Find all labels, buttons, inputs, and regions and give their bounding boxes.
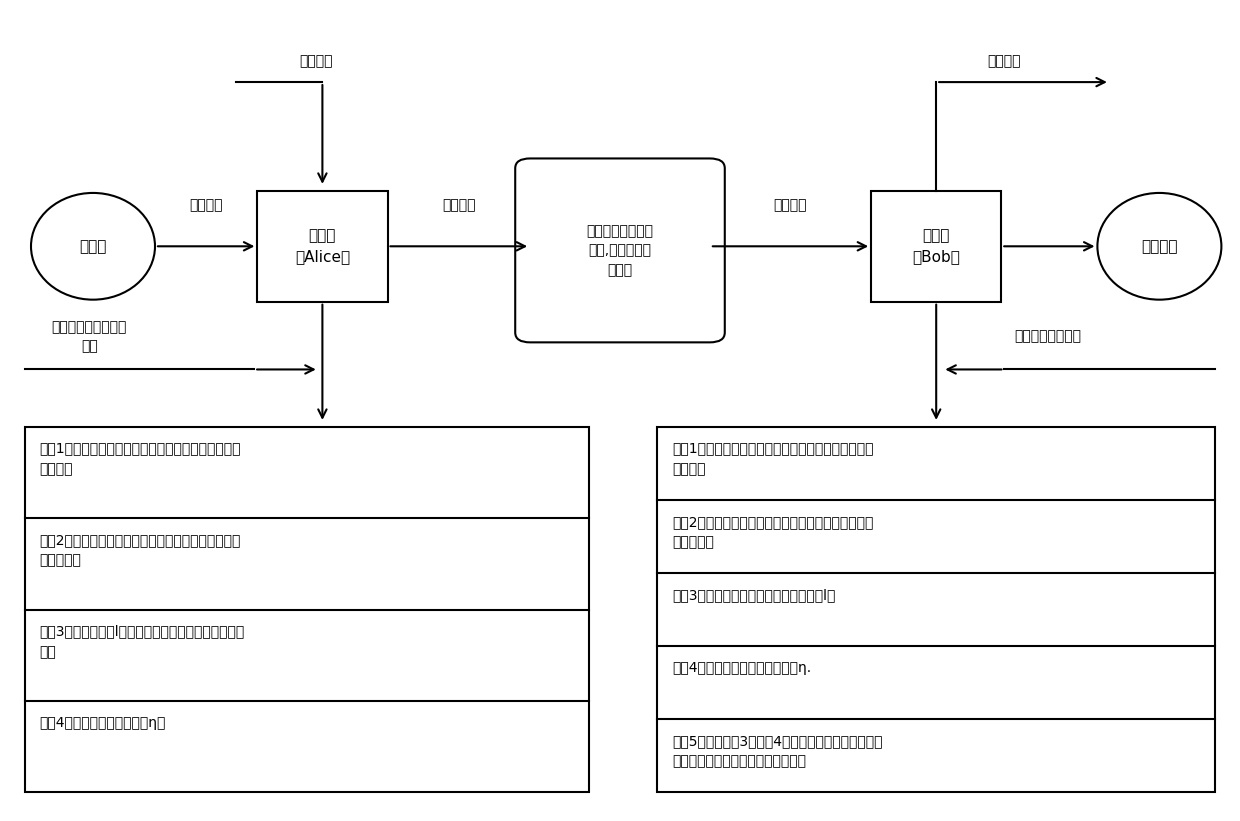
Text: 合法信道标识符创建
过程: 合法信道标识符创建 过程 (52, 320, 126, 353)
Text: 发送者
（Alice）: 发送者 （Alice） (295, 228, 350, 264)
Text: 步骤3：判断子秘密个数是否大于门限値l。: 步骤3：判断子秘密个数是否大于门限値l。 (672, 588, 836, 602)
Text: 目的地址: 目的地址 (1141, 239, 1178, 254)
Text: 步骤2：提取时隙质心作为局部特征，提取信道熵値作
为全局特征: 步骤2：提取时隙质心作为局部特征，提取信道熵値作 为全局特征 (40, 533, 241, 567)
Bar (258, 190, 387, 302)
Ellipse shape (1097, 193, 1221, 300)
Text: 系统安全策略（防
火墙,入侵检测系
统等）: 系统安全策略（防 火墙,入侵检测系 统等） (587, 224, 653, 277)
Text: 步骤5：如果步骤3和步骤4都成立，则为合法信道；否
则判断此信道为时间式网络隐蔽信道: 步骤5：如果步骤3和步骤4都成立，则为合法信道；否 则判断此信道为时间式网络隐蔽… (672, 734, 883, 768)
Bar (657, 427, 1215, 792)
Text: 隐蔽信道: 隐蔽信道 (441, 198, 476, 213)
Text: 合法信道: 合法信道 (190, 198, 223, 213)
Text: 隐蔽信道检测过程: 隐蔽信道检测过程 (1014, 329, 1081, 344)
Text: 隐蔽信息: 隐蔽信息 (987, 54, 1022, 69)
Text: 源地址: 源地址 (79, 239, 107, 254)
Text: 步骤1：捕获合法网络流并利用相空间重构对其进行时
隙划分。: 步骤1：捕获合法网络流并利用相空间重构对其进行时 隙划分。 (672, 442, 873, 476)
Text: 隐蔽信息: 隐蔽信息 (299, 54, 334, 69)
Text: 步骤3：设置门限値l，利用秘密共享原理进行标识符重
构。: 步骤3：设置门限値l，利用秘密共享原理进行标识符重 构。 (40, 624, 246, 659)
Text: 接收者
（Bob）: 接收者 （Bob） (913, 228, 960, 264)
Ellipse shape (31, 193, 155, 300)
Text: 步骤2：提取时隙质心作为局部特征，提取信道熵値作
为全局特征: 步骤2：提取时隙质心作为局部特征，提取信道熵値作 为全局特征 (672, 515, 873, 549)
Bar (25, 427, 589, 792)
FancyBboxPatch shape (516, 158, 724, 342)
Text: 步骤4：得到标识符置信区间η。: 步骤4：得到标识符置信区间η。 (40, 716, 166, 730)
Text: 步骤4：判断标识符是否属于区间η.: 步骤4：判断标识符是否属于区间η. (672, 661, 811, 675)
Text: 步骤1：捕获合法网络流并利用相空间重构对其进行时
隙划分。: 步骤1：捕获合法网络流并利用相空间重构对其进行时 隙划分。 (40, 442, 241, 476)
Text: 隐蔽信道: 隐蔽信道 (774, 198, 807, 213)
Bar (870, 190, 1002, 302)
